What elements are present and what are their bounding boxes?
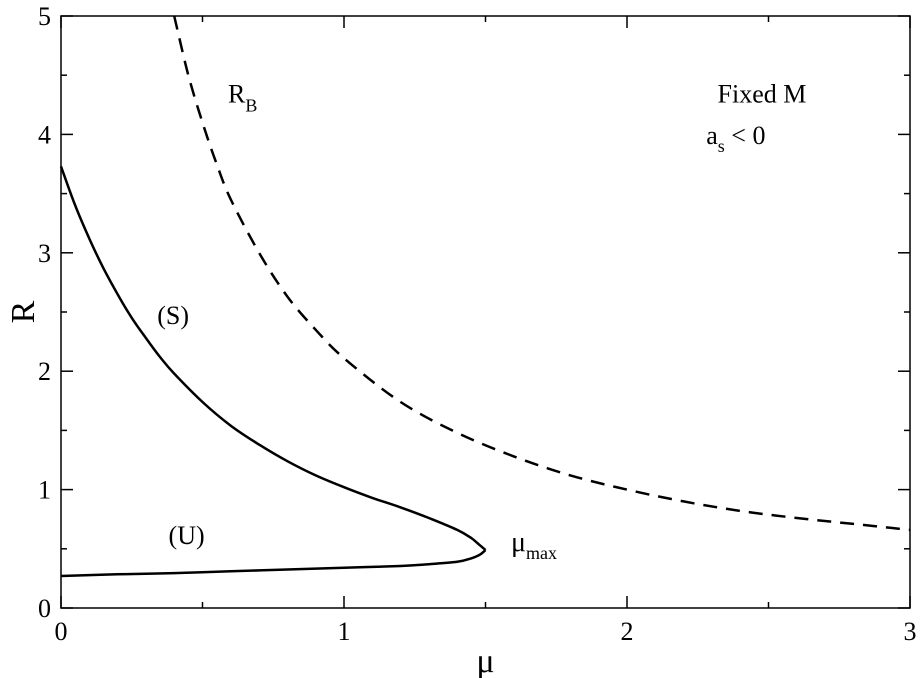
annotation-mu-max: μmax <box>511 527 557 563</box>
annotation-fixed-m: Fixed M <box>718 79 807 108</box>
x-axis-label: μ <box>476 643 494 678</box>
x-tick-label: 2 <box>621 617 634 646</box>
annotations: RB (S) (U) μmax Fixed M as < 0 <box>157 79 806 563</box>
annotation-u: (U) <box>169 521 205 550</box>
series-lines <box>59 15 911 578</box>
annotation-mu-max-base: μ <box>511 527 526 558</box>
annotation-as-sub: s <box>718 136 725 156</box>
annotation-as-tail: < 0 <box>725 121 766 150</box>
series-line-u <box>60 549 487 578</box>
annotation-rb-base: R <box>228 79 246 108</box>
y-axis-label: R <box>5 300 42 323</box>
annotation-as-base: a <box>706 121 718 150</box>
y-tick-label: 4 <box>38 120 51 149</box>
x-tick-label: 0 <box>55 617 68 646</box>
annotation-rb-sub: B <box>245 95 257 115</box>
y-tick-label: 0 <box>38 594 51 623</box>
annotation-rb: RB <box>228 79 257 115</box>
y-tick-label: 5 <box>38 2 51 31</box>
series-line-s <box>59 165 487 551</box>
x-tick-label: 3 <box>904 617 917 646</box>
x-tick-labels: 0 1 2 3 <box>55 617 917 646</box>
y-tick-label: 1 <box>38 476 51 505</box>
x-tick-label: 1 <box>338 617 351 646</box>
annotation-as: as < 0 <box>706 121 765 156</box>
y-tick-label: 2 <box>38 357 51 386</box>
annotation-s: (S) <box>157 301 189 330</box>
y-tick-labels: 0 1 2 3 4 5 <box>38 2 51 623</box>
annotation-mu-max-sub: max <box>526 543 557 563</box>
plot-frame <box>60 15 911 609</box>
series-line-rb <box>172 15 911 532</box>
y-tick-label: 3 <box>38 239 51 268</box>
